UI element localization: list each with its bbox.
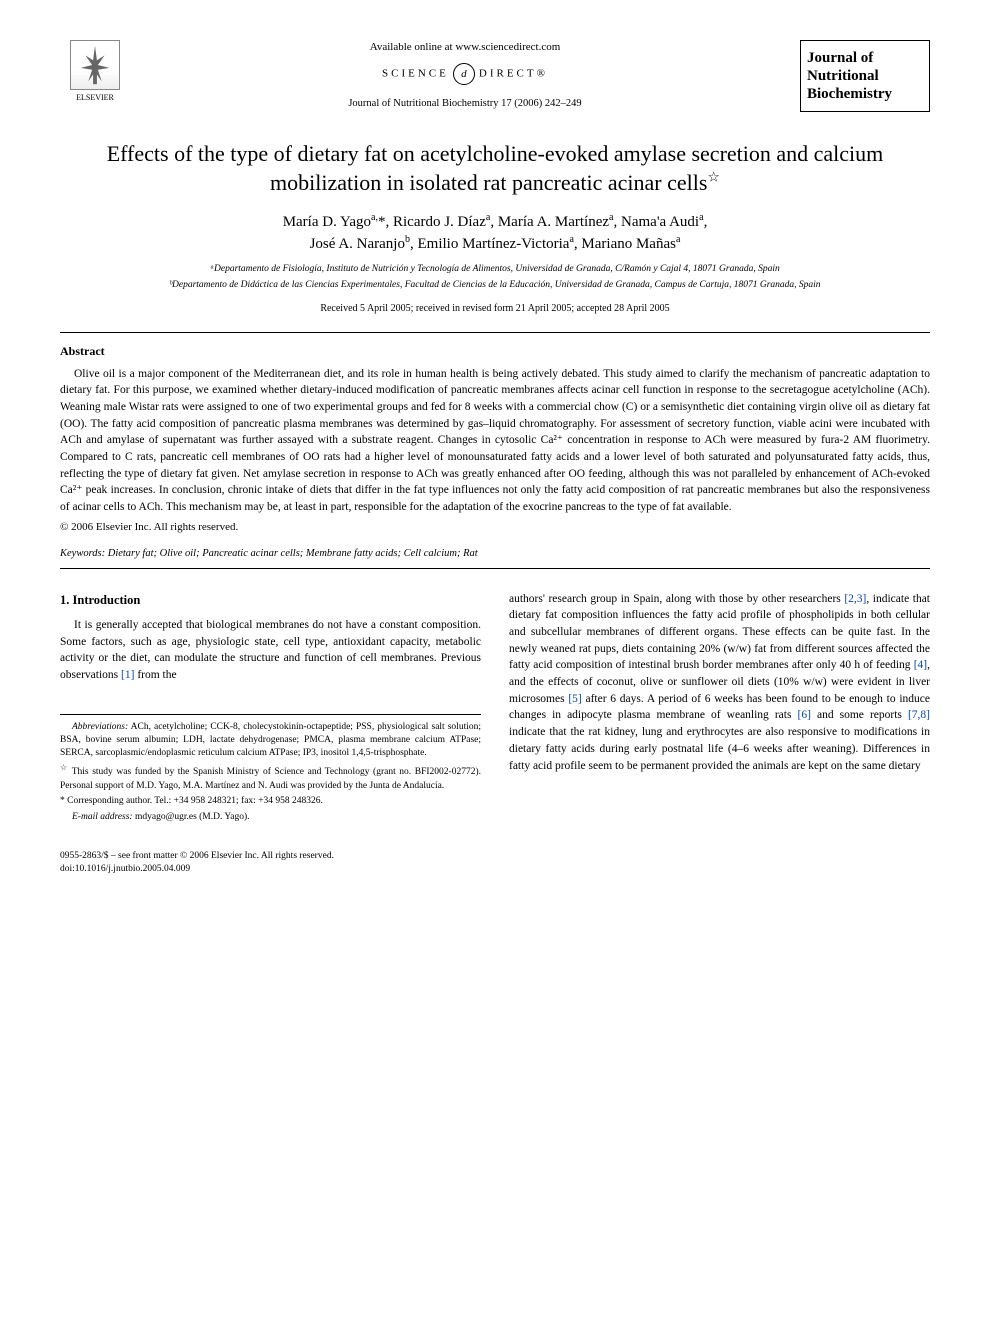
journal-box-line1: Journal of	[807, 49, 923, 67]
divider	[60, 568, 930, 569]
doi-line: doi:10.1016/j.jnutbio.2005.04.009	[60, 863, 334, 876]
elsevier-label: ELSEVIER	[60, 92, 130, 103]
affiliation-b: ᵇDepartamento de Didáctica de las Cienci…	[60, 279, 930, 292]
email-line: E-mail address: mdyago@ugr.es (M.D. Yago…	[60, 811, 481, 824]
author: María D. Yagoa,*	[283, 214, 386, 230]
ref-link[interactable]: [5]	[568, 693, 581, 705]
keywords-text: Dietary fat; Olive oil; Pancreatic acina…	[105, 548, 478, 559]
author-list: María D. Yagoa,*, Ricardo J. Díaza, Marí…	[60, 211, 930, 255]
elsevier-tree-icon	[70, 40, 120, 90]
intro-heading: 1. Introduction	[60, 591, 481, 609]
divider	[60, 332, 930, 333]
sd-d-icon: d	[453, 63, 475, 85]
author: Mariano Mañasa	[581, 236, 680, 252]
journal-box-line3: Biochemistry	[807, 85, 923, 103]
funding-note: ☆ This study was funded by the Spanish M…	[60, 762, 481, 793]
article-dates: Received 5 April 2005; received in revis…	[60, 302, 930, 316]
journal-header: ELSEVIER Available online at www.science…	[60, 40, 930, 112]
available-online-text: Available online at www.sciencedirect.co…	[150, 40, 780, 55]
ref-link[interactable]: [2,3]	[844, 593, 866, 605]
author: José A. Naranjob	[310, 236, 410, 252]
keywords-label: Keywords:	[60, 548, 105, 559]
corresponding-author: * Corresponding author. Tel.: +34 958 24…	[60, 795, 481, 808]
title-footnote-star: ☆	[707, 170, 720, 185]
author: Ricardo J. Díaza	[393, 214, 490, 230]
ref-link[interactable]: [6]	[798, 709, 811, 721]
ref-link[interactable]: [7,8]	[908, 709, 930, 721]
author: María A. Martíneza	[498, 214, 614, 230]
abstract-body: Olive oil is a major component of the Me…	[60, 366, 930, 516]
article-title: Effects of the type of dietary fat on ac…	[60, 140, 930, 197]
page-footer: 0955-2863/$ – see front matter © 2006 El…	[60, 850, 930, 877]
right-column: authors' research group in Spain, along …	[509, 591, 930, 826]
journal-reference: Journal of Nutritional Biochemistry 17 (…	[150, 97, 780, 112]
abstract-text: Olive oil is a major component of the Me…	[60, 368, 930, 513]
ref-link[interactable]: [4]	[914, 659, 927, 671]
abbreviations: Abbreviations: ACh, acetylcholine; CCK-8…	[60, 721, 481, 761]
title-text: Effects of the type of dietary fat on ac…	[107, 141, 884, 195]
sd-right: DIRECT®	[479, 68, 548, 80]
header-center: Available online at www.sciencedirect.co…	[130, 40, 800, 112]
sd-left: SCIENCE	[382, 68, 449, 80]
author: Emilio Martínez-Victoriaa	[417, 236, 573, 252]
intro-para-left: It is generally accepted that biological…	[60, 617, 481, 684]
abstract-copyright: © 2006 Elsevier Inc. All rights reserved…	[60, 520, 930, 535]
journal-title-box: Journal of Nutritional Biochemistry	[800, 40, 930, 112]
keywords-line: Keywords: Dietary fat; Olive oil; Pancre…	[60, 547, 930, 562]
left-column: 1. Introduction It is generally accepted…	[60, 591, 481, 826]
ref-link[interactable]: [1]	[121, 669, 134, 681]
footnotes-block: Abbreviations: ACh, acetylcholine; CCK-8…	[60, 714, 481, 824]
sciencedirect-logo: SCIENCE d DIRECT®	[150, 63, 780, 85]
author: Nama'a Audia	[621, 214, 704, 230]
elsevier-logo: ELSEVIER	[60, 40, 130, 103]
affiliation-a: ᵃDepartamento de Fisiología, Instituto d…	[60, 263, 930, 276]
intro-para-right: authors' research group in Spain, along …	[509, 591, 930, 774]
issn-line: 0955-2863/$ – see front matter © 2006 El…	[60, 850, 334, 863]
journal-box-line2: Nutritional	[807, 67, 923, 85]
body-columns: 1. Introduction It is generally accepted…	[60, 591, 930, 826]
abstract-heading: Abstract	[60, 343, 930, 360]
